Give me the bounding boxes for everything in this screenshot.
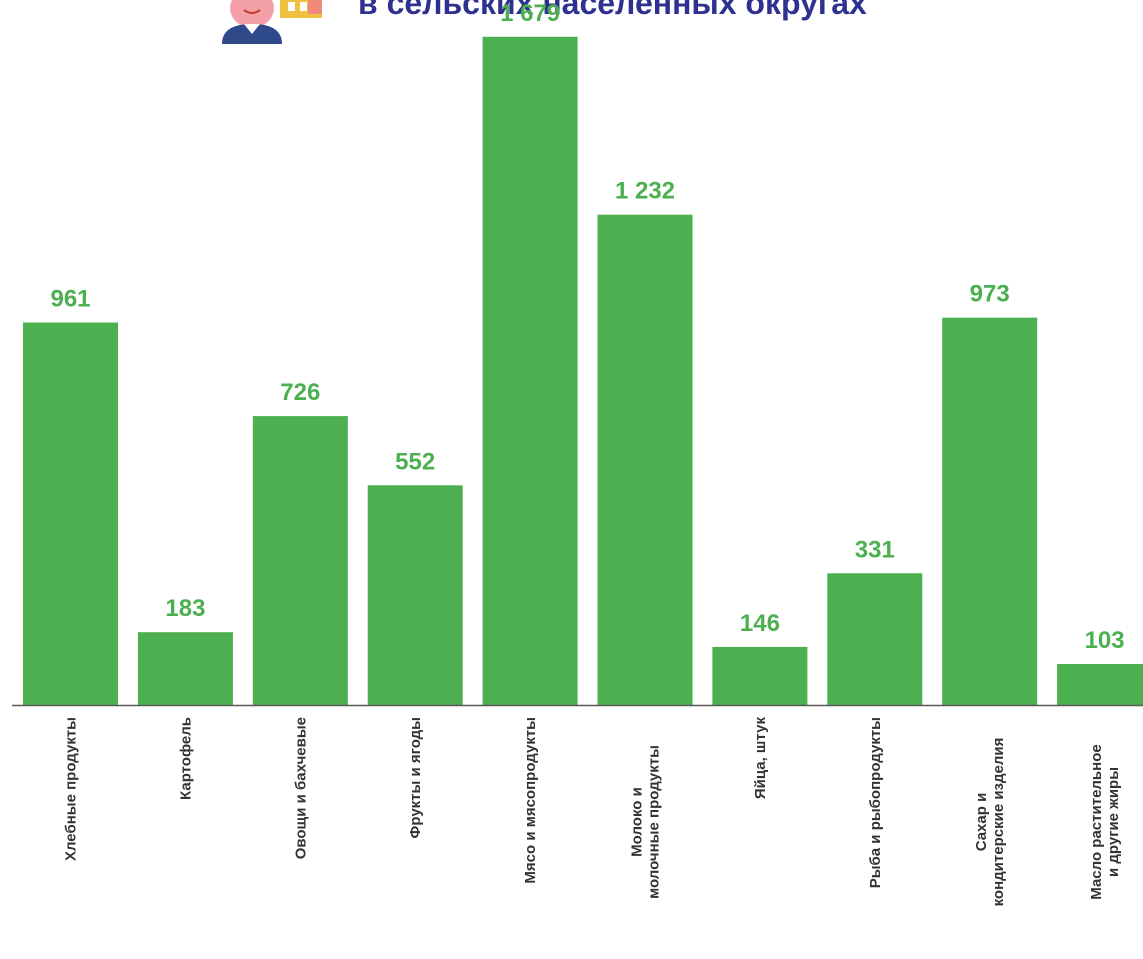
bar-8 [827,573,923,705]
bar-2 [137,632,233,705]
data-label-10: 103 [1085,627,1125,654]
chart-title: в сельских населенных округах [358,0,867,21]
category-label-3: Овощи и бахчевые [292,717,309,859]
bar-6 [597,214,693,705]
bar-10 [1057,664,1143,705]
data-label-9: 973 [970,281,1010,308]
category-label-7: Яйца, штук [752,717,769,800]
bar-4 [367,485,463,705]
data-label-3: 726 [280,379,320,406]
category-label-1: Хлебные продукты [63,717,80,861]
data-label-5: 1 679 [500,0,560,27]
bar-9 [942,317,1038,705]
category-label-2: Картофель [177,717,194,800]
category-label-6: Молоко имолочные продукты [629,745,663,899]
category-label-10: Масло растительноеи другие жиры [1088,744,1122,899]
data-label-8: 331 [855,536,895,563]
data-label-6: 1 232 [615,178,675,205]
category-label-4: Фрукты и ягоды [407,717,424,838]
category-label-8: Рыба и рыбопродукты [867,717,884,888]
person-shopping-icon [222,0,322,44]
bar-5 [482,36,578,706]
category-label-5: Мясо и мясопродукты [522,717,539,884]
bar-7 [712,646,808,705]
data-label-2: 183 [165,595,205,622]
data-label-7: 146 [740,610,780,637]
data-label-4: 552 [395,448,435,475]
data-label-1: 961 [50,286,90,313]
bar-3 [252,416,348,705]
category-label-9: Сахар икондитерские изделия [973,738,1007,907]
bar-1 [23,322,118,705]
